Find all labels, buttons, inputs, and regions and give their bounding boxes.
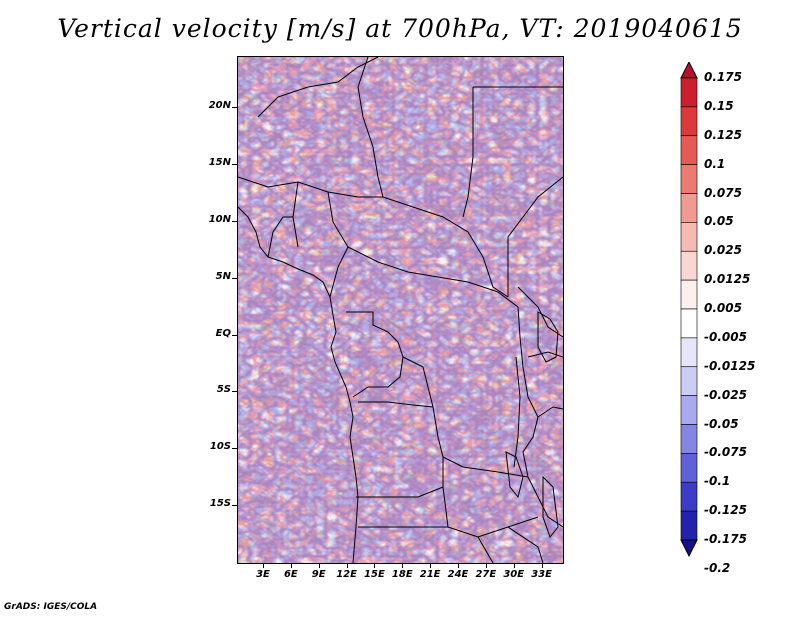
colorbar-swatch: [680, 279, 698, 310]
colorbar-label: 0.075: [704, 185, 742, 200]
lon-tick: [263, 563, 264, 568]
colorbar-swatch: [680, 337, 698, 368]
colorbar-label: 0.175: [704, 70, 742, 84]
lat-tick: [232, 277, 237, 279]
colorbar-label: -0.1: [704, 474, 731, 489]
colorbar-swatch: [680, 308, 698, 339]
colorbar-swatch: [680, 106, 698, 137]
lon-tick: [402, 563, 404, 568]
lat-tick-label: 5S: [216, 384, 231, 396]
lat-tick: [232, 164, 237, 166]
colorbar-label: 0.125: [704, 127, 742, 142]
colorbar-label: -0.2: [704, 560, 731, 575]
colorbar-label: 0.15: [704, 98, 734, 113]
colorbar-swatch: [680, 250, 698, 281]
lon-tick-label: 27E: [475, 569, 497, 580]
colorbar-swatch: [680, 193, 698, 223]
colorbar-swatch: [680, 164, 698, 194]
colorbar-min-arrow: [680, 539, 698, 558]
velocity-field: [238, 57, 563, 563]
lon-tick: [513, 563, 515, 568]
lat-tick-label: 10N: [208, 213, 231, 225]
lat-tick-label: 10S: [209, 441, 231, 453]
lat-tick: [232, 448, 237, 450]
lat-tick-label: 20N: [208, 100, 231, 112]
downward-motion-patches: [238, 57, 563, 563]
lon-tick-label: 3E: [256, 569, 270, 580]
credit-text: GrADS: IGES/COLA: [4, 602, 98, 612]
lon-tick: [374, 563, 376, 568]
lon-tick: [290, 563, 292, 568]
lon-tick: [346, 563, 348, 568]
colorbar-swatch: [680, 481, 698, 512]
colorbar-label: -0.125: [704, 503, 747, 518]
colorbar-label: 0.005: [704, 301, 742, 315]
colorbar-swatch: [680, 453, 698, 483]
lon-tick: [485, 563, 487, 568]
colorbar-label: -0.0125: [704, 358, 756, 373]
lon-tick: [430, 563, 432, 568]
colorbar-label: 0.025: [704, 243, 742, 258]
chart-title: Vertical velocity [m/s] at 700hPa, VT: 2…: [57, 14, 743, 43]
country-borders: [238, 57, 563, 563]
colorbar-swatch: [680, 510, 698, 541]
lon-tick-label: 24E: [447, 569, 469, 580]
lat-tick: [232, 220, 237, 222]
lon-tick-label: 9E: [311, 569, 326, 580]
lat-tick: [232, 107, 237, 109]
colorbar-max-arrow: [680, 60, 698, 79]
colorbar: [674, 60, 704, 566]
lat-tick-label: 15N: [208, 157, 231, 169]
colorbar-label: 0.1: [704, 156, 726, 171]
lat-tick-label: 15S: [209, 498, 231, 510]
lon-tick: [458, 563, 459, 568]
lon-tick-label: 30E: [503, 569, 525, 580]
colorbar-swatch: [680, 395, 698, 425]
colorbar-scale: [680, 60, 698, 558]
colorbar-label: -0.05: [704, 416, 739, 431]
colorbar-label: -0.025: [704, 387, 747, 402]
colorbar-swatch: [680, 366, 698, 396]
colorbar-label: -0.175: [704, 532, 747, 546]
lat-tick: [232, 391, 237, 393]
colorbar-swatch: [680, 77, 698, 108]
lon-tick: [318, 563, 320, 568]
colorbar-label: 0.0125: [704, 272, 751, 287]
lat-tick-label: EQ: [215, 327, 231, 339]
lon-tick-label: 33E: [531, 569, 552, 580]
lon-tick-label: 12E: [336, 569, 357, 580]
colorbar-swatch: [680, 222, 698, 252]
lon-tick-label: 18E: [391, 569, 413, 580]
lon-tick-label: 15E: [364, 569, 385, 580]
colorbar-label: 0.05: [704, 214, 734, 229]
colorbar-label: -0.005: [704, 329, 747, 344]
colorbar-swatch: [680, 424, 698, 454]
lon-tick-label: 21E: [419, 569, 441, 580]
colorbar-label: -0.075: [704, 445, 747, 460]
colorbar-swatch: [680, 135, 698, 165]
velocity-map: [237, 56, 564, 564]
lat-tick-label: 5N: [215, 270, 231, 282]
lon-tick: [541, 563, 543, 568]
lat-tick: [232, 334, 237, 336]
lon-tick-label: 6E: [283, 569, 298, 580]
lat-tick: [232, 505, 237, 507]
